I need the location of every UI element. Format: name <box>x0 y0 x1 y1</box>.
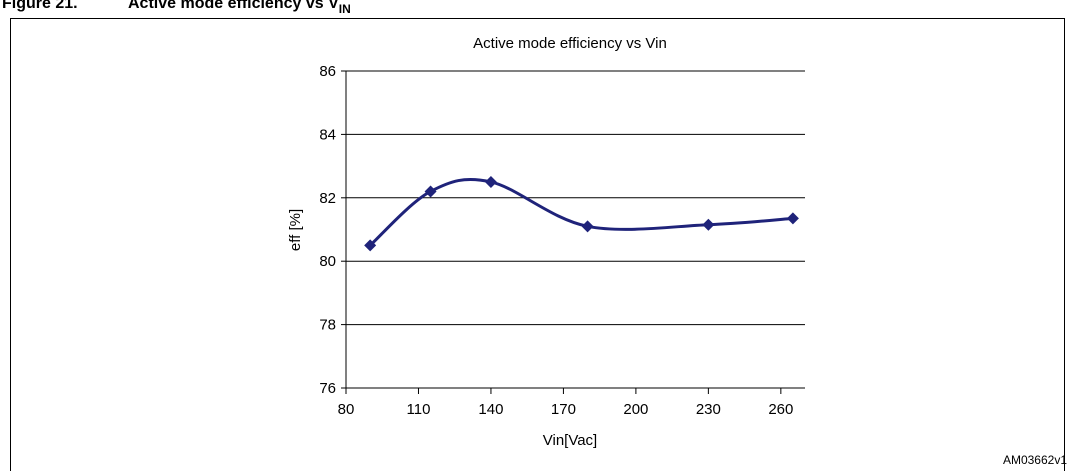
figure-title-subscript: IN <box>339 2 351 16</box>
data-point <box>786 212 799 225</box>
x-tick-label: 170 <box>551 401 576 418</box>
figure-title: Active mode efficiency vs VIN <box>128 0 351 16</box>
series-line <box>369 177 794 247</box>
x-tick-label: 230 <box>696 401 721 418</box>
y-tick-label: 78 <box>319 317 336 334</box>
y-tick-label: 82 <box>319 190 336 207</box>
y-tick-label: 84 <box>319 126 336 143</box>
x-tick-label: 80 <box>338 401 355 418</box>
x-tick-label: 140 <box>478 401 503 418</box>
figure-code: AM03662v1 <box>1003 453 1067 467</box>
chart-title: Active mode efficiency vs Vin <box>473 35 667 52</box>
x-tick-label: 200 <box>623 401 648 418</box>
data-point <box>364 239 377 252</box>
x-axis-label: Vin[Vac] <box>543 432 597 449</box>
data-point <box>484 175 497 188</box>
y-axis-label: eff [%] <box>287 209 304 251</box>
figure-frame <box>10 18 1065 476</box>
figure-number: Figure 21. <box>2 0 78 12</box>
y-tick-label: 80 <box>319 253 336 270</box>
data-point <box>581 220 594 233</box>
data-point <box>702 218 715 231</box>
y-tick-label: 76 <box>319 380 336 397</box>
x-tick-label: 110 <box>407 401 431 418</box>
figure-title-text: Active mode efficiency vs V <box>128 0 339 12</box>
x-tick-label: 260 <box>768 401 793 418</box>
data-point <box>424 185 437 198</box>
y-tick-label: 86 <box>319 63 336 80</box>
